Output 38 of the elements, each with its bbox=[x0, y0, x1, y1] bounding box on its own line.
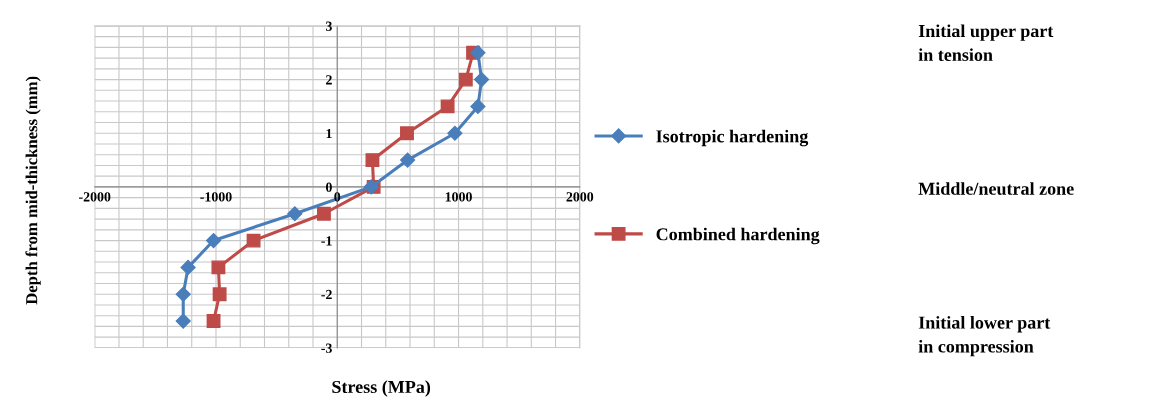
x-tick-label: 2000 bbox=[566, 192, 594, 202]
text: Initial lower part in compression bbox=[918, 316, 1051, 357]
point bbox=[400, 126, 414, 141]
point bbox=[400, 152, 416, 168]
text: Initial upper part in tension bbox=[918, 24, 1054, 62]
y-axis-title: Depth from mid-thickness (mm) bbox=[25, 76, 41, 305]
point bbox=[365, 153, 380, 168]
legend-label: Combined hardening bbox=[656, 227, 820, 245]
x-tick-label: -1000 bbox=[200, 192, 232, 202]
y-tick-label: -2 bbox=[321, 289, 332, 300]
x-tick-label: 1000 bbox=[445, 192, 472, 202]
x-axis-title: Stress (MPa) bbox=[332, 380, 431, 397]
y-tick-label: -3 bbox=[321, 343, 332, 353]
point bbox=[212, 287, 227, 302]
point bbox=[180, 259, 196, 275]
point bbox=[440, 99, 455, 114]
point bbox=[206, 314, 221, 329]
text: Middle/neutral zone bbox=[918, 182, 1074, 195]
point bbox=[211, 260, 226, 275]
point bbox=[470, 45, 486, 61]
legend-label: Isotropic hardening bbox=[656, 129, 809, 147]
x-tick-label: -2000 bbox=[79, 192, 111, 202]
x-tick-label: 0 bbox=[334, 192, 341, 202]
point bbox=[447, 125, 463, 141]
y-tick-label: -1 bbox=[321, 236, 332, 246]
point bbox=[458, 72, 473, 87]
point bbox=[287, 206, 303, 222]
y-tick-label: 1 bbox=[326, 128, 332, 139]
y-tick-label: 0 bbox=[325, 182, 332, 192]
point bbox=[205, 232, 222, 249]
point bbox=[175, 286, 191, 302]
point bbox=[470, 98, 486, 114]
point bbox=[175, 313, 191, 329]
y-tick-label: 3 bbox=[325, 21, 332, 31]
y-tick-label: 2 bbox=[326, 75, 332, 85]
point bbox=[474, 72, 490, 88]
point bbox=[246, 233, 261, 248]
point bbox=[316, 206, 331, 221]
